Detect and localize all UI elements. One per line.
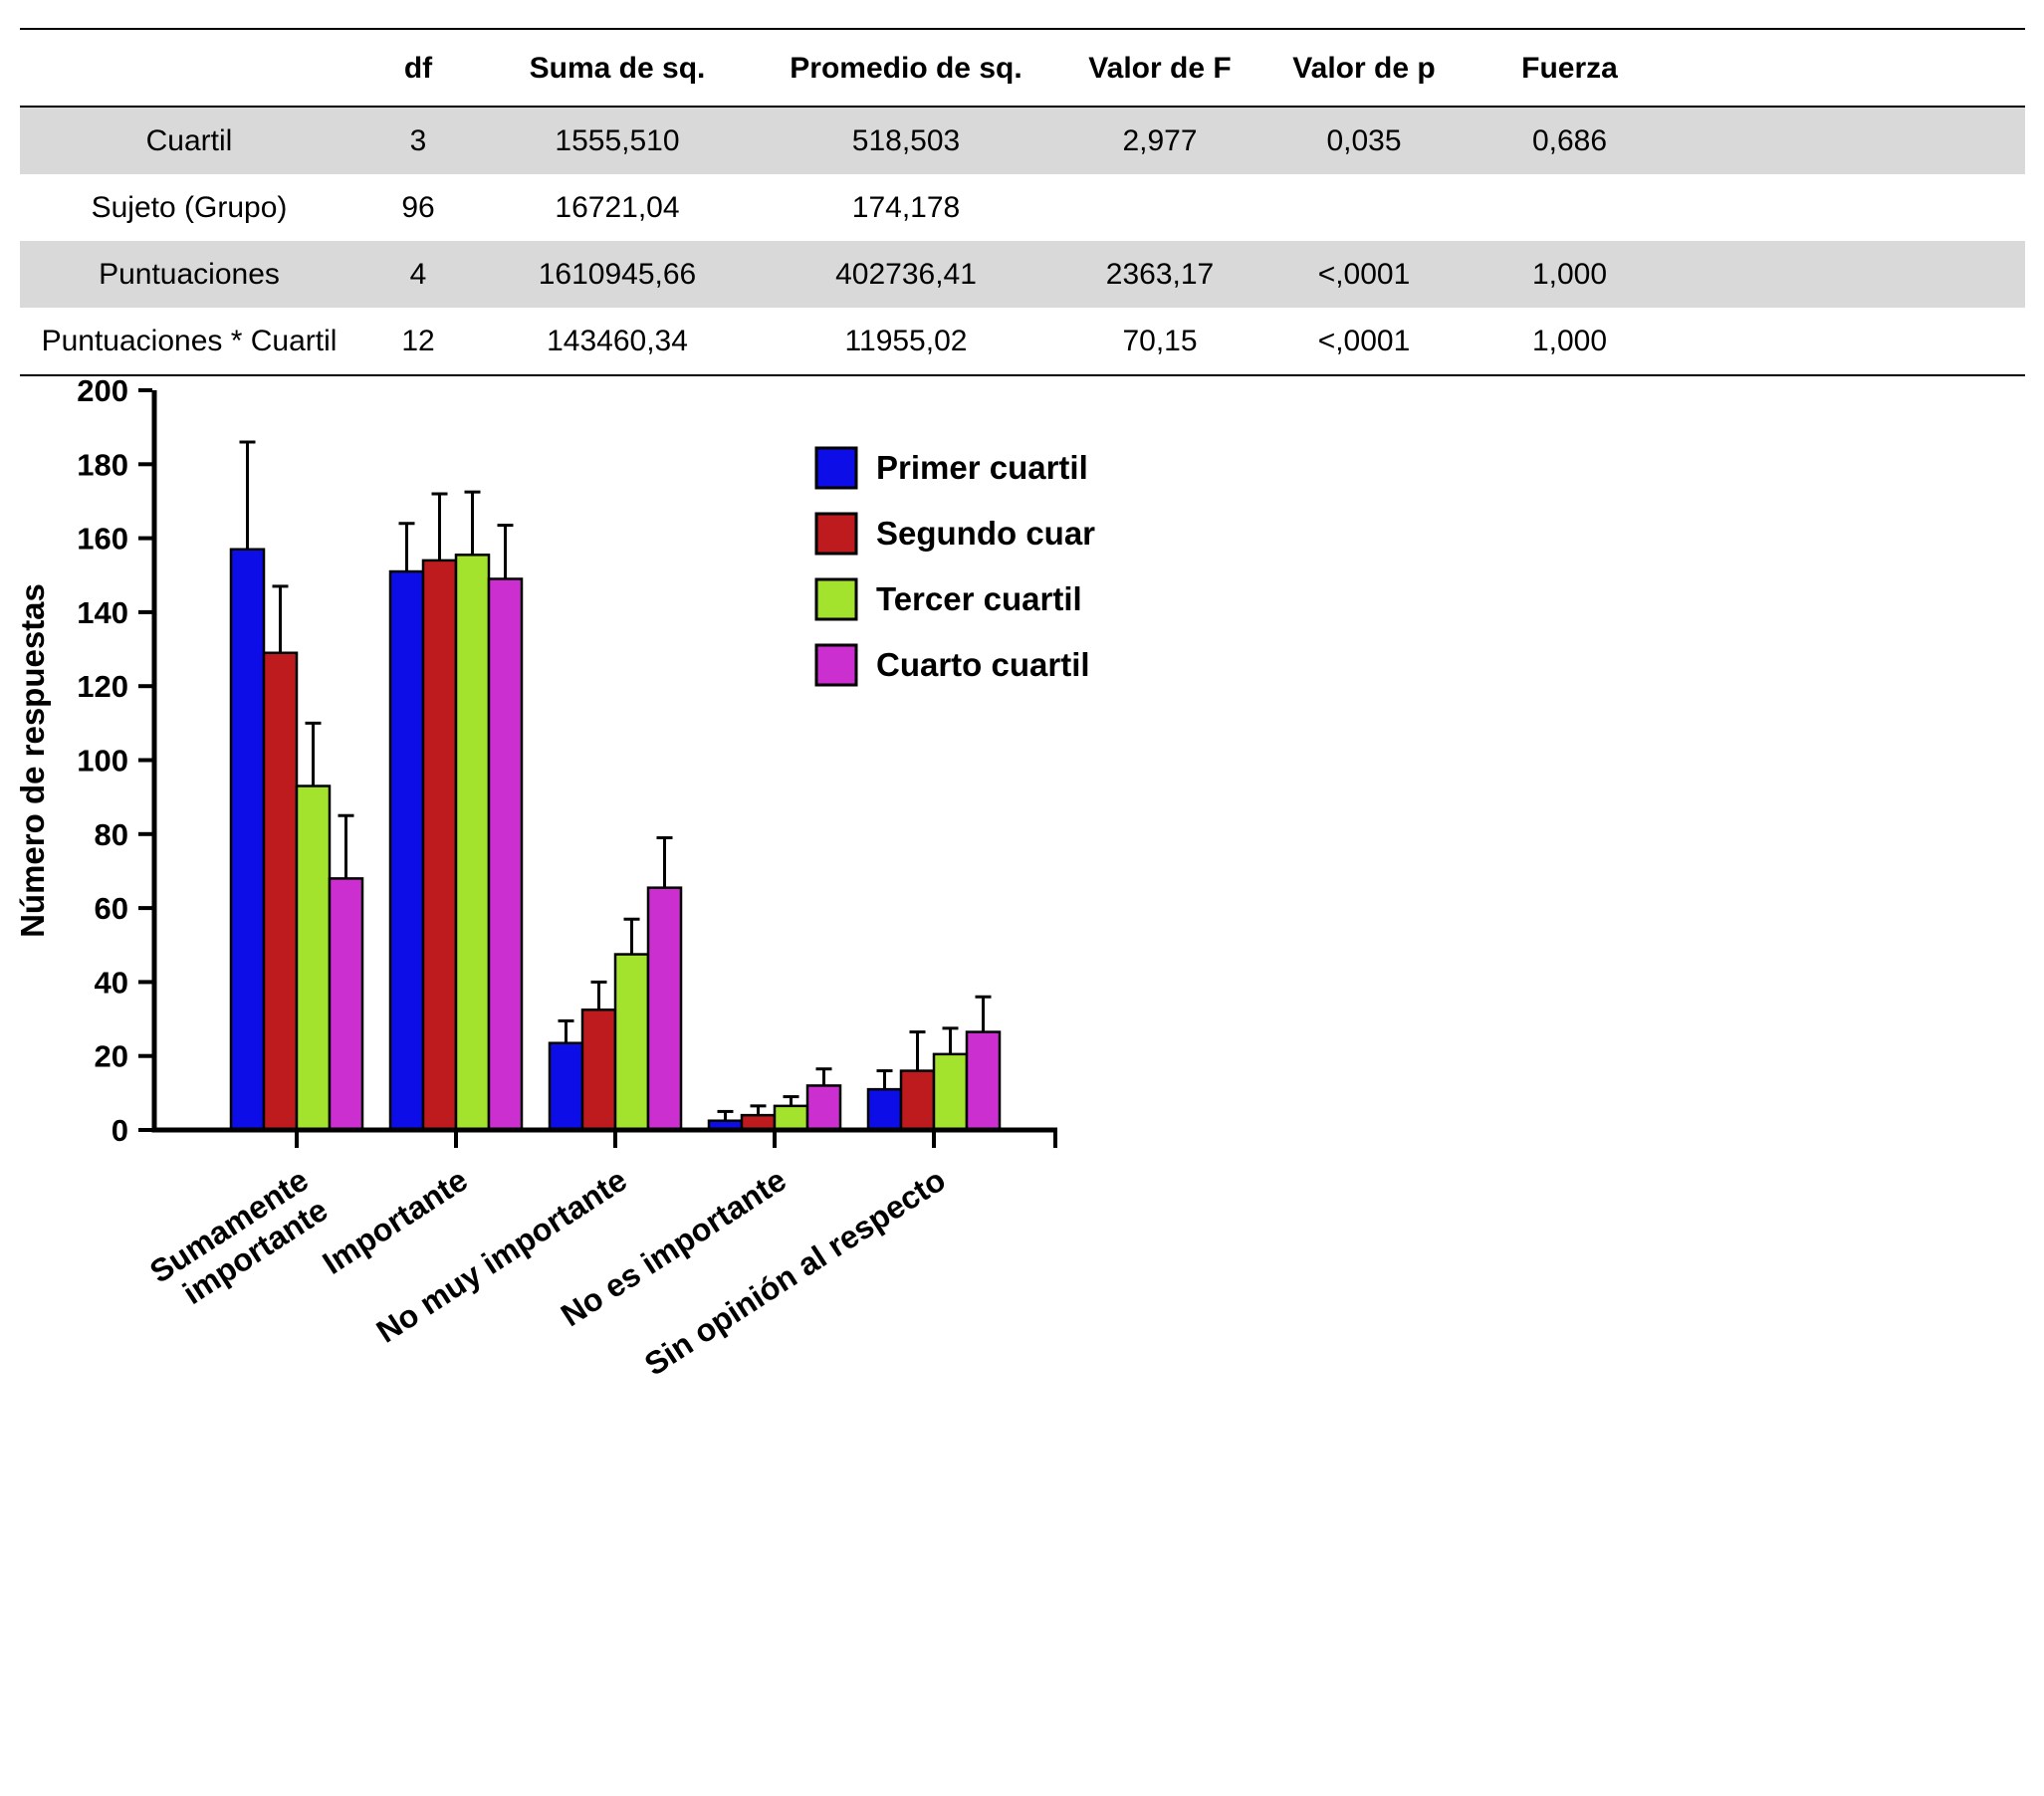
value-cell: 11955,02 [844, 325, 968, 357]
legend-swatch [814, 512, 858, 556]
row-label-cell: Sujeto (Grupo) [91, 191, 288, 224]
bar [805, 1084, 842, 1132]
y-tick-label: 180 [77, 447, 128, 482]
y-axis-title: Número de respuestas [14, 583, 51, 938]
y-tick-label: 120 [77, 669, 128, 704]
bar [899, 1069, 936, 1132]
value-cell: 70,15 [1122, 325, 1198, 357]
table-row: Puntuaciones 4 1610945,66 402736,41 2363,17 <… [20, 241, 2025, 308]
value-cell: 2,977 [1122, 124, 1198, 157]
legend-label: Cuarto cuartil [876, 646, 1090, 683]
value-cell: 1,000 [1531, 325, 1608, 357]
bar [388, 569, 425, 1132]
y-tick-label: 60 [95, 891, 128, 926]
value-cell: 2363,17 [1105, 258, 1215, 291]
value-cell: Valor de p [1292, 51, 1436, 85]
value-cell: 0,035 [1326, 124, 1402, 157]
bar [328, 877, 364, 1132]
anova-table: df Suma de sq. Promedio de sq. Valor de F Va… [20, 28, 2025, 376]
bar [454, 554, 491, 1132]
y-tick-label: 140 [77, 595, 128, 630]
row-label-cell: Cuartil [145, 124, 233, 157]
bar [295, 785, 332, 1132]
bar [262, 651, 299, 1132]
value-cell: 4 [409, 258, 427, 291]
table-row: Puntuaciones * Cuartil 12 143460,34 11955,0… [20, 308, 2025, 374]
x-category-label: Sin opinión al respecto [638, 1162, 952, 1383]
legend-swatch [814, 577, 858, 621]
legend-label: Segundo cuartil [876, 515, 1095, 552]
table-header-row: df Suma de sq. Promedio de sq. Valor de F Va… [20, 28, 2025, 108]
value-cell: Valor de F [1088, 51, 1232, 85]
legend-label: Tercer cuartil [876, 580, 1082, 617]
bar [965, 1030, 1002, 1132]
bar-chart: 0 20 40 60 80 100 120 140 160 180 200 Sumamenteimpo… [0, 358, 1124, 1791]
bar [229, 548, 266, 1132]
value-cell: 1,000 [1531, 258, 1608, 291]
bar [580, 1009, 617, 1132]
y-tick-label: 40 [95, 965, 128, 1000]
value-cell: 518,503 [851, 124, 961, 157]
legend-swatch [814, 446, 858, 490]
bar-chart-svg: 0 20 40 60 80 100 120 140 160 180 200 Sumamenteimpo… [14, 373, 1124, 1383]
row-label-cell: Puntuaciones * Cuartil [41, 325, 338, 357]
legend-label: Primer cuartil [876, 449, 1088, 486]
value-cell: 96 [401, 191, 435, 224]
value-cell: <,0001 [1317, 258, 1411, 291]
value-cell: 174,178 [851, 191, 961, 224]
value-cell: 1610945,66 [538, 258, 697, 291]
bar [613, 953, 650, 1132]
table-row: Cuartil 3 1555,510 518,503 2,977 0,035 0,686 [20, 108, 2025, 174]
table-row: Sujeto (Grupo) 96 16721,04 174,178 [20, 174, 2025, 241]
y-tick-label: 100 [77, 744, 128, 779]
y-tick-label: 20 [95, 1039, 128, 1074]
bar [932, 1052, 969, 1132]
legend-swatch [814, 643, 858, 687]
x-category-label: Sumamenteimportante [143, 1162, 334, 1320]
row-label-cell: Puntuaciones [99, 258, 280, 291]
bar [646, 886, 683, 1132]
value-cell: Suma de sq. [529, 51, 706, 85]
bar [487, 577, 524, 1132]
value-cell: 143460,34 [547, 325, 688, 357]
y-tick-label: 200 [77, 373, 128, 408]
value-cell: 3 [409, 124, 427, 157]
x-category-label: Importante [317, 1162, 474, 1281]
y-tick-label: 80 [95, 817, 128, 852]
value-cell: 402736,41 [835, 258, 977, 291]
y-tick-label: 160 [77, 522, 128, 557]
bar [421, 559, 458, 1132]
value-cell: 16721,04 [555, 191, 680, 224]
value-cell: <,0001 [1317, 325, 1411, 357]
bar [773, 1104, 809, 1132]
bar [866, 1087, 903, 1132]
value-cell: 0,686 [1531, 124, 1608, 157]
value-cell: df [403, 51, 433, 85]
y-tick-label: 0 [112, 1113, 128, 1148]
bar [548, 1041, 584, 1132]
value-cell: 12 [401, 325, 435, 357]
value-cell: Promedio de sq. [790, 51, 1022, 85]
value-cell: Fuerza [1521, 51, 1618, 85]
value-cell: 1555,510 [555, 124, 680, 157]
